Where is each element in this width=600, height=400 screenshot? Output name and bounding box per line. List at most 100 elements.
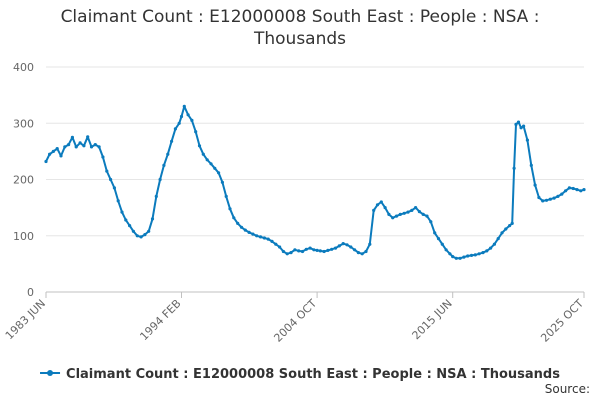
data-point (433, 231, 437, 235)
data-point (143, 233, 147, 237)
data-point (213, 166, 217, 170)
data-point (131, 229, 135, 233)
data-point (308, 246, 312, 250)
data-point (89, 145, 94, 149)
data-point (278, 245, 282, 249)
data-point (177, 121, 181, 125)
data-point (44, 159, 48, 164)
data-point (466, 254, 470, 258)
data-point (51, 149, 56, 153)
data-point (63, 145, 67, 149)
data-point (128, 224, 132, 228)
data-point (391, 216, 395, 220)
data-point (458, 256, 462, 260)
data-point (398, 212, 402, 216)
data-point (97, 145, 101, 149)
data-point (368, 242, 372, 246)
data-point (492, 242, 496, 246)
data-point (514, 122, 518, 126)
data-point (345, 243, 349, 247)
data-point (481, 251, 485, 255)
data-point (512, 166, 516, 170)
data-point (55, 147, 59, 151)
data-point (500, 231, 504, 235)
data-point (59, 154, 63, 158)
data-point (158, 177, 162, 182)
data-point (281, 249, 285, 254)
y-tick-label-300: 300 (13, 117, 34, 130)
x-tick-label-4: 2025 OCT (538, 297, 586, 345)
x-tick-label-3: 2015 JUN (410, 297, 455, 342)
data-point (516, 120, 521, 124)
y-tick-label-200: 200 (13, 174, 34, 187)
data-point (544, 198, 549, 202)
data-point (353, 248, 357, 252)
data-point (116, 199, 120, 203)
data-point (560, 192, 564, 196)
chart-title: Claimant Count : E12000008 South East : … (0, 6, 600, 50)
data-point (201, 152, 205, 156)
data-point (228, 207, 232, 211)
data-point (485, 249, 489, 253)
data-point (448, 252, 452, 256)
data-point (541, 199, 545, 203)
data-point (326, 248, 330, 252)
data-point (105, 169, 109, 173)
data-point (410, 208, 414, 212)
data-point (194, 130, 198, 134)
data-point (217, 171, 221, 175)
data-point (78, 141, 82, 145)
data-point (349, 245, 353, 249)
data-point (251, 232, 255, 236)
data-point (289, 251, 293, 255)
legend-label: Claimant Count : E12000008 South East : … (66, 367, 560, 382)
data-point (330, 247, 334, 251)
data-point (489, 246, 493, 250)
data-point (462, 255, 466, 259)
data-point (477, 252, 481, 256)
data-point (70, 135, 74, 139)
data-point (444, 248, 448, 252)
data-point (556, 194, 560, 198)
data-point (166, 152, 170, 156)
data-point (243, 228, 247, 232)
data-point (285, 252, 289, 256)
data-point (417, 210, 421, 214)
data-point (109, 177, 113, 182)
data-point (162, 163, 166, 167)
data-point (135, 234, 139, 238)
data-point (533, 183, 537, 187)
data-point (139, 235, 143, 239)
data-point (304, 247, 308, 251)
data-point (147, 229, 151, 233)
data-point (454, 256, 458, 260)
data-point (510, 221, 514, 225)
data-point (312, 248, 316, 252)
data-point (247, 230, 251, 234)
data-point (170, 139, 174, 143)
data-point (67, 143, 71, 147)
data-point (48, 152, 52, 156)
data-point (197, 144, 202, 148)
data-point (548, 197, 552, 201)
data-point (297, 249, 301, 253)
data-point (383, 206, 387, 210)
data-point (209, 162, 213, 166)
data-point (173, 127, 177, 131)
data-point (262, 236, 266, 240)
data-point (567, 186, 572, 190)
data-point (579, 189, 583, 193)
data-point (318, 249, 322, 253)
legend-marker (47, 370, 54, 376)
data-point (406, 210, 410, 214)
data-point (182, 104, 186, 108)
data-point (508, 224, 512, 228)
data-point (537, 195, 541, 200)
data-point (436, 237, 441, 241)
chart-title-line-1: Claimant Count : E12000008 South East : … (60, 7, 540, 27)
data-point (394, 214, 399, 218)
source-label[interactable]: Source: (544, 382, 590, 396)
data-point (525, 138, 530, 142)
data-point (564, 189, 568, 193)
